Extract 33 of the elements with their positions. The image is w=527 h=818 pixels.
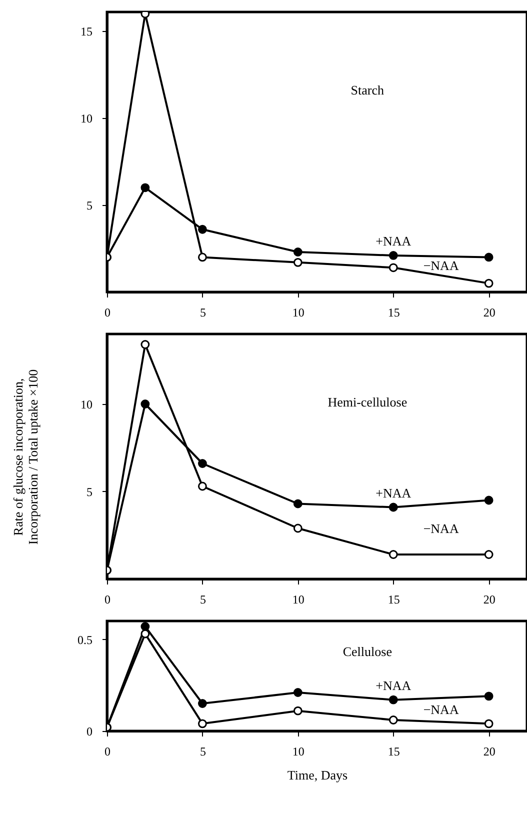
- y-tick-label: 15: [80, 24, 92, 39]
- series-label: −NAA: [423, 258, 460, 273]
- x-tick-label: 10: [292, 744, 304, 758]
- x-tick-label: 10: [292, 592, 304, 606]
- series-label: −NAA: [423, 521, 460, 536]
- x-axis-title: Time, Days: [287, 768, 348, 782]
- y-tick-label: 10: [80, 112, 92, 126]
- x-tick-label: 10: [292, 306, 304, 320]
- y-tick-label: 5: [86, 198, 92, 213]
- text: Starch: [350, 82, 384, 98]
- text: Cellulose: [342, 644, 392, 659]
- x-tick-label: 20: [483, 744, 496, 758]
- y-tick-label: 5: [86, 485, 92, 499]
- x-tick-label: 0: [104, 306, 110, 320]
- text: Hemi-cellulose: [328, 394, 408, 410]
- x-tick-label: 20: [483, 592, 496, 606]
- x-tick-label: 5: [200, 306, 206, 320]
- series-label: +NAA: [376, 678, 412, 693]
- series-label: +NAA: [376, 485, 412, 500]
- x-tick-label: 15: [388, 306, 400, 320]
- x-tick-label: 20: [483, 306, 496, 320]
- x-tick-label: 0: [104, 592, 110, 606]
- y-tick-label: 0: [86, 724, 92, 738]
- x-tick-label: 15: [388, 744, 400, 758]
- x-tick-label: 5: [200, 592, 206, 606]
- y-tick-label: 10: [80, 398, 92, 412]
- series-label: −NAA: [423, 702, 460, 717]
- series-label: +NAA: [376, 233, 412, 248]
- x-tick-label: 0: [104, 744, 110, 758]
- y-tick-label: 0.5: [78, 632, 92, 647]
- x-tick-label: 15: [388, 592, 400, 606]
- x-tick-label: 5: [200, 744, 206, 758]
- y-axis-title: Rate of glucose incorporation, Incorporation / Total uptake ×100: [10, 369, 40, 545]
